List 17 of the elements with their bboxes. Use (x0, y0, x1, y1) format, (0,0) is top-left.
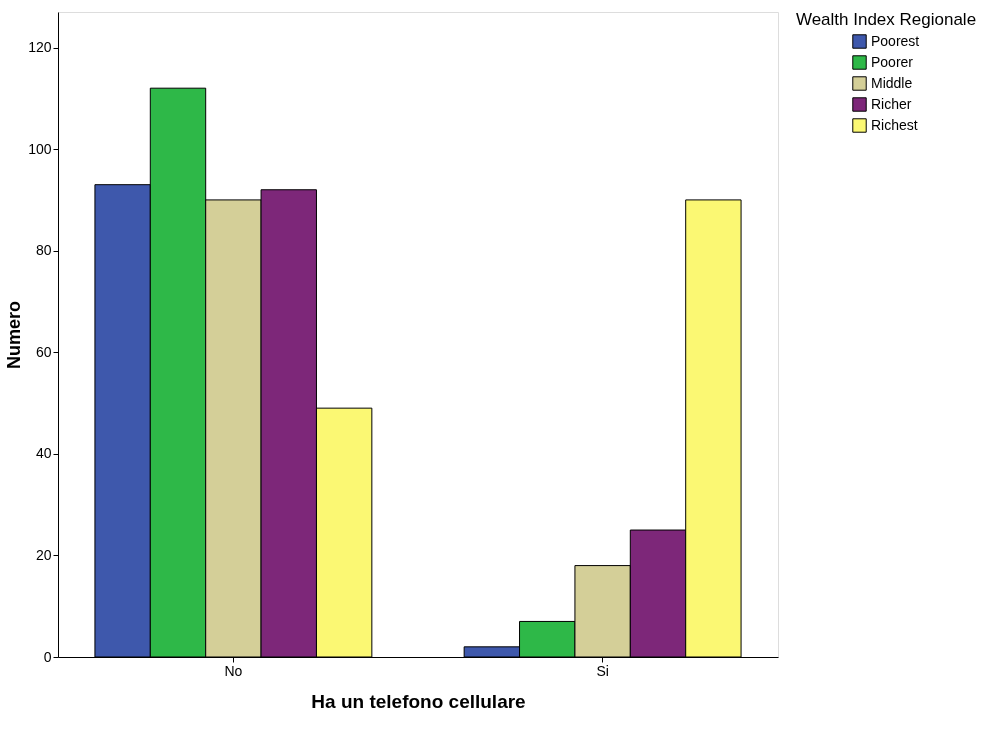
y-tick-label: 40 (35, 445, 52, 462)
legend-label: Richest (871, 116, 918, 133)
y-tick-label: 20 (35, 546, 52, 563)
y-axis-title: Numero (4, 300, 25, 370)
legend-label: Poorest (871, 32, 920, 49)
y-tick-label: 0 (43, 648, 52, 665)
y-tick-label: 120 (28, 39, 52, 56)
x-axis-title: Ha un telefono cellulare (311, 690, 526, 712)
y-tick-label: 80 (35, 242, 52, 259)
legend-label: Richer (871, 95, 912, 112)
legend-label: Poorer (871, 53, 914, 70)
x-tick-label: No (224, 662, 243, 679)
legend-label: Middle (871, 74, 913, 91)
y-tick-label: 60 (35, 343, 52, 360)
legend-title: Wealth Index Regionale (795, 10, 977, 29)
y-tick-label: 100 (28, 140, 52, 157)
x-tick-label: Si (596, 662, 609, 679)
